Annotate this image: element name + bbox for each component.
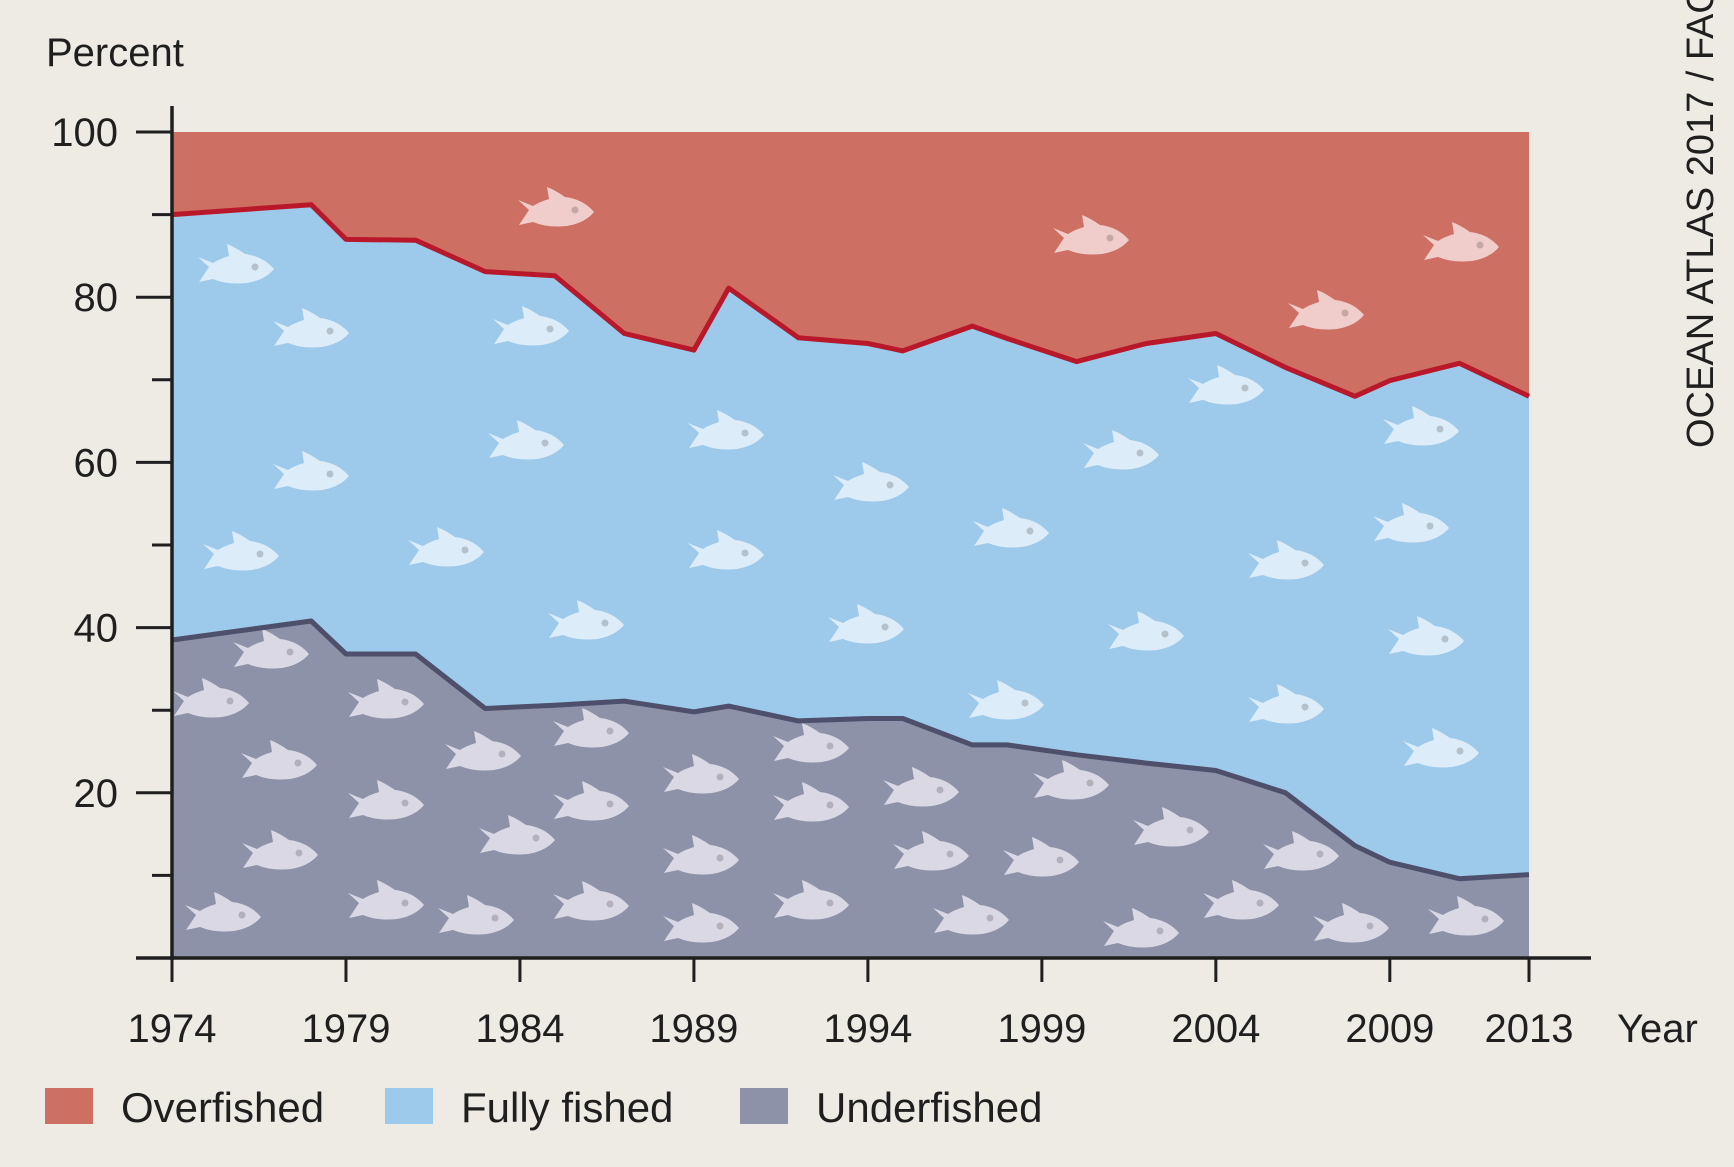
x-tick-label: 1974 [128, 1007, 217, 1051]
fish-icon [883, 767, 959, 807]
boundary-lines-layer [171, 202, 1531, 882]
fish-icon [1383, 406, 1459, 446]
y-axis-title: Percent [46, 31, 184, 75]
fish-icon [518, 187, 594, 227]
fish-icon [1083, 430, 1159, 470]
fish-decoration-layer [173, 187, 1504, 948]
fish-icon [893, 831, 969, 871]
fish-icon [408, 527, 484, 567]
fish-icon [1003, 837, 1079, 877]
legend-swatch [45, 1088, 93, 1124]
boundary-line-overfished [171, 202, 1531, 399]
fish-icon [185, 892, 261, 932]
area-fully-fished [172, 204, 1529, 879]
fish-icon [933, 895, 1009, 935]
x-tick-label: 2013 [1485, 1007, 1574, 1051]
fish-icon [1203, 880, 1279, 920]
legend-swatch [740, 1088, 788, 1124]
fish-icon [1288, 290, 1364, 330]
fish-icon [1248, 540, 1324, 580]
legend-item-fully-fished: Fully fished [385, 1084, 673, 1131]
fish-icon [273, 308, 349, 348]
fish-icon [348, 679, 424, 719]
fish-icon [688, 530, 764, 570]
fish-icon [773, 782, 849, 822]
fish-icon [203, 531, 279, 571]
fish-icon [1188, 365, 1264, 405]
fish-icon [773, 880, 849, 920]
fish-icon [663, 754, 739, 794]
fish-icon [1388, 616, 1464, 656]
y-tick-label: 100 [51, 111, 118, 155]
fish-icon [488, 420, 564, 460]
fish-icon [242, 830, 318, 870]
boundary-line-underfished [171, 618, 1530, 882]
fish-icon [968, 680, 1044, 720]
fish-icon [833, 462, 909, 502]
fish-icon [1108, 611, 1184, 651]
fish-icon [438, 895, 514, 935]
fish-icon [553, 881, 629, 921]
fish-icon [773, 723, 849, 763]
fish-icon [241, 740, 317, 780]
fish-icon [828, 604, 904, 644]
x-tick-label: 1979 [301, 1007, 390, 1051]
fish-icon [173, 678, 249, 718]
fish-icon [553, 708, 629, 748]
fish-icon [348, 880, 424, 920]
fish-icon [663, 835, 739, 875]
y-tick-label: 20 [74, 772, 119, 816]
y-tick-label: 40 [74, 607, 119, 651]
x-tick-label: 2004 [1171, 1007, 1260, 1051]
fish-icon [1133, 807, 1209, 847]
y-tick-label: 60 [74, 441, 119, 485]
legend-item-underfished: Underfished [740, 1084, 1042, 1131]
fish-icon [688, 410, 764, 450]
credit-text: OCEAN ATLAS 2017 / FAO [1680, 0, 1722, 448]
x-axis-title: Year [1617, 1007, 1698, 1051]
tick-labels-layer: 20 40 60 80 100 1974 1979 1984 1989 1994 1999 2004 2… [51, 111, 1573, 1051]
fish-icon [553, 781, 629, 821]
legend: Overfished Fully fished Underfished [45, 1084, 1042, 1131]
y-tick-label: 80 [74, 276, 119, 320]
x-tick-label: 1989 [649, 1007, 738, 1051]
fish-icon [1033, 760, 1109, 800]
fish-icon [663, 903, 739, 943]
legend-item-overfished: Overfished [45, 1084, 324, 1131]
fish-icon [348, 780, 424, 820]
fish-icon [1053, 215, 1129, 255]
fish-icon [973, 508, 1049, 548]
fish-icon [548, 600, 624, 640]
area-underfished [172, 621, 1529, 958]
legend-label: Fully fished [461, 1084, 673, 1131]
fish-icon [1403, 728, 1479, 768]
x-tick-label: 1999 [997, 1007, 1086, 1051]
fish-icon [233, 629, 309, 669]
axes-layer [136, 106, 1591, 982]
fish-icon [1313, 903, 1389, 943]
fish-icon [1103, 908, 1179, 948]
fish-icon [479, 815, 555, 855]
areas-layer [172, 132, 1529, 958]
x-tick-label: 1994 [823, 1007, 912, 1051]
fish-icon [493, 306, 569, 346]
x-tick-label: 2009 [1345, 1007, 1434, 1051]
fish-icon [1263, 831, 1339, 871]
legend-swatch [385, 1088, 433, 1124]
fish-icon [198, 244, 274, 284]
fish-icon [273, 451, 349, 491]
legend-label: Underfished [816, 1084, 1042, 1131]
fish-icon [445, 731, 521, 771]
x-tick-label: 1984 [475, 1007, 564, 1051]
legend-label: Overfished [121, 1084, 324, 1131]
fish-icon [1428, 896, 1504, 936]
fish-icon [1248, 684, 1324, 724]
area-overfished [172, 132, 1529, 397]
fish-icon [1423, 222, 1499, 262]
fish-icon [1373, 503, 1449, 543]
